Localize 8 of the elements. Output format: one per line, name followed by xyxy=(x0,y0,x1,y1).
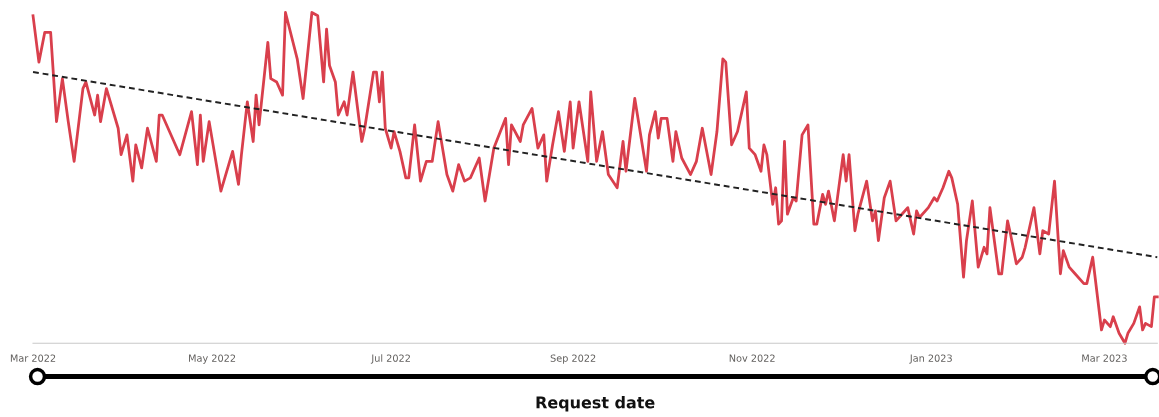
x-tick-label: Jan 2023 xyxy=(909,354,952,364)
x-tick-label: Mar 2023 xyxy=(1082,354,1127,362)
x-tick-label: Nov 2022 xyxy=(729,354,775,362)
x-tick-label: Jul 2022 xyxy=(370,354,410,364)
x-axis-title: Request date xyxy=(536,396,655,412)
x-tick-label: Sep 2022 xyxy=(550,354,596,364)
x-tick-label: Mar 2022 xyxy=(10,354,56,362)
x-tick-label: May 2022 xyxy=(189,354,236,364)
